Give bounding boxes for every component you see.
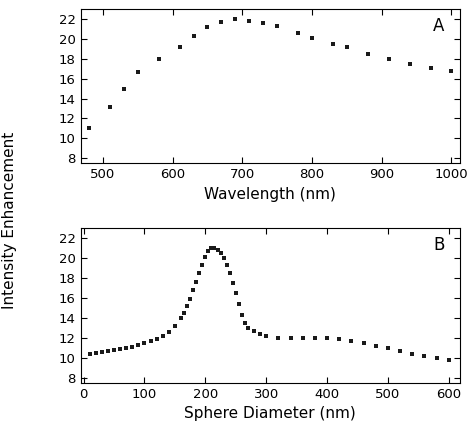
Text: A: A xyxy=(433,17,445,34)
Text: B: B xyxy=(433,236,445,254)
X-axis label: Sphere Diameter (nm): Sphere Diameter (nm) xyxy=(184,406,356,421)
X-axis label: Wavelength (nm): Wavelength (nm) xyxy=(204,187,336,202)
Text: Intensity Enhancement: Intensity Enhancement xyxy=(2,132,17,308)
